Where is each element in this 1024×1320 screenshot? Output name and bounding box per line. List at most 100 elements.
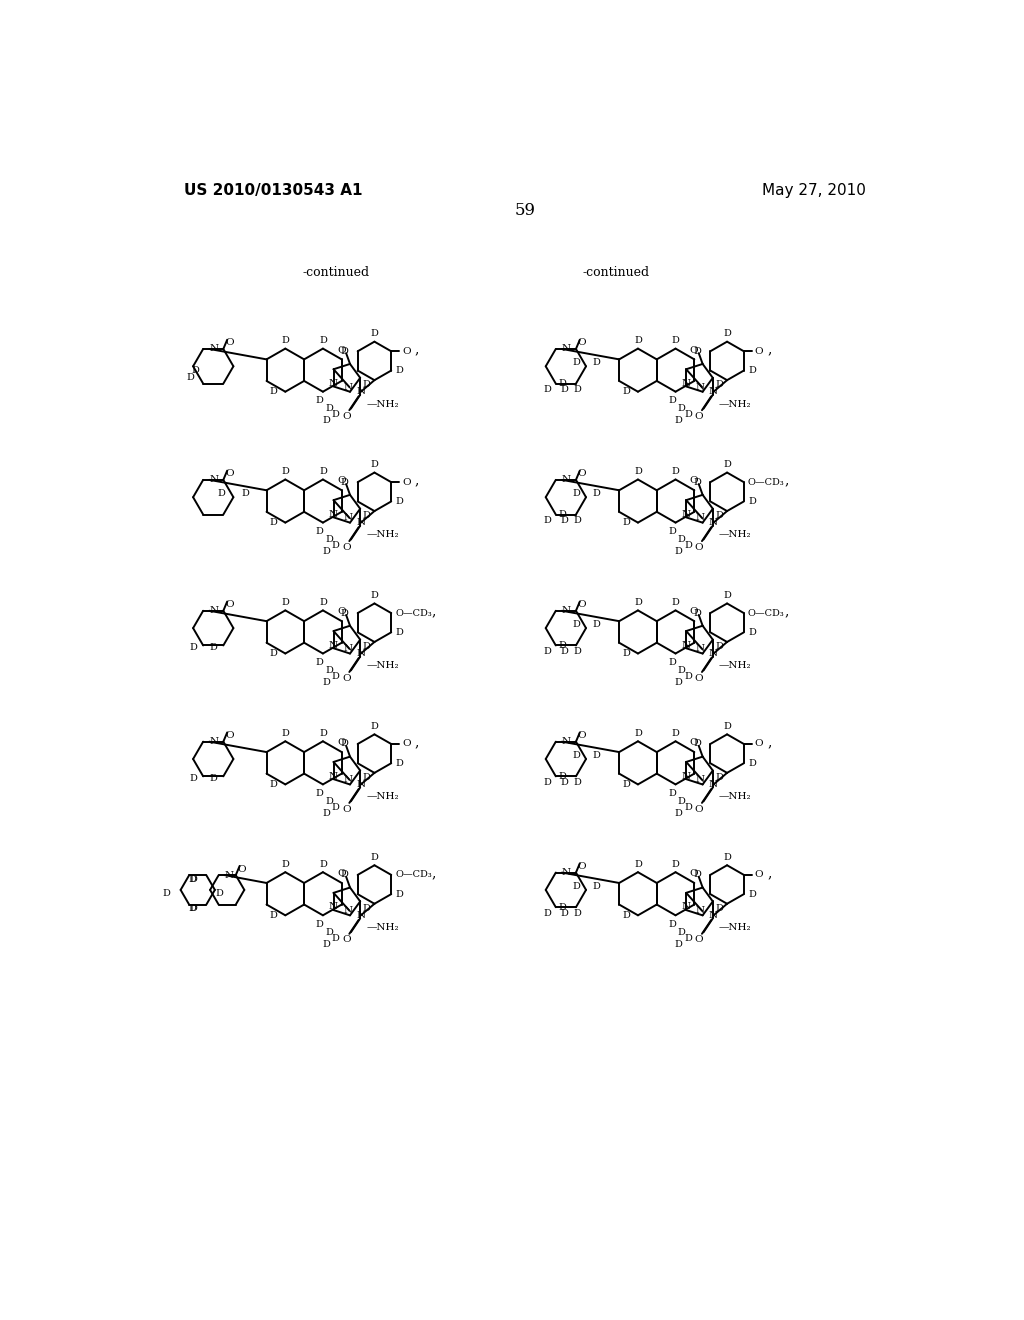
Text: D: D — [323, 417, 330, 425]
Text: N: N — [356, 780, 366, 789]
Text: N: N — [356, 519, 366, 527]
Text: D: D — [716, 642, 723, 651]
Text: D: D — [326, 928, 333, 937]
Text: O: O — [690, 477, 698, 486]
Text: ,: , — [784, 474, 788, 487]
Text: D: D — [318, 337, 327, 346]
Text: —NH₂: —NH₂ — [367, 661, 399, 671]
Text: D: D — [341, 870, 348, 879]
Text: D: D — [371, 330, 379, 338]
Text: N: N — [709, 649, 718, 659]
Text: D: D — [318, 729, 327, 738]
Text: D: D — [672, 337, 680, 346]
Text: D: D — [693, 870, 701, 879]
Text: D: D — [693, 609, 701, 618]
Text: —NH₂: —NH₂ — [719, 400, 752, 408]
Text: D: D — [559, 379, 566, 388]
Text: N: N — [682, 640, 691, 649]
Text: N: N — [562, 869, 571, 876]
Text: N: N — [329, 903, 338, 912]
Text: D: D — [282, 598, 289, 607]
Text: N: N — [343, 775, 352, 784]
Text: D: D — [623, 387, 630, 396]
Text: N: N — [356, 649, 366, 659]
Text: D: D — [592, 882, 600, 891]
Text: —NH₂: —NH₂ — [367, 531, 399, 540]
Text: —NH₂: —NH₂ — [719, 661, 752, 671]
Text: D: D — [634, 729, 642, 738]
Text: O: O — [225, 601, 233, 609]
Text: N: N — [329, 640, 338, 649]
Text: O: O — [337, 869, 346, 878]
Text: D: D — [216, 890, 223, 898]
Text: D: D — [723, 461, 731, 470]
Text: D: D — [749, 759, 757, 768]
Text: ,: , — [415, 735, 419, 750]
Text: 59: 59 — [514, 202, 536, 219]
Text: N: N — [696, 383, 705, 392]
Text: D: D — [323, 678, 330, 688]
Text: N: N — [709, 387, 718, 396]
Text: D: D — [362, 380, 371, 389]
Text: N: N — [562, 606, 571, 615]
Text: N: N — [682, 772, 691, 780]
Text: D: D — [209, 774, 217, 783]
Text: D: D — [572, 620, 580, 628]
Text: D: D — [326, 797, 333, 805]
Text: D: D — [684, 672, 692, 681]
Text: D: D — [634, 337, 642, 346]
Text: D: D — [623, 519, 630, 527]
Text: D: D — [672, 861, 680, 869]
Text: D: D — [315, 396, 324, 405]
Text: D: D — [362, 904, 371, 913]
Text: O: O — [694, 412, 703, 421]
Text: O: O — [402, 739, 411, 748]
Text: O: O — [337, 477, 346, 486]
Text: D: D — [573, 777, 582, 787]
Text: N: N — [209, 475, 218, 484]
Text: D: D — [362, 642, 371, 651]
Text: D: D — [723, 591, 731, 601]
Text: D: D — [749, 366, 757, 375]
Text: —NH₂: —NH₂ — [719, 792, 752, 801]
Text: ,: , — [767, 866, 771, 880]
Text: D: D — [371, 853, 379, 862]
Text: D: D — [684, 411, 692, 420]
Text: -continued: -continued — [583, 265, 650, 279]
Text: D: D — [723, 853, 731, 862]
Text: D: D — [269, 649, 278, 657]
Text: O: O — [578, 731, 587, 741]
Text: D: D — [573, 909, 582, 917]
Text: D: D — [693, 347, 701, 356]
Text: N: N — [209, 606, 218, 615]
Text: D: D — [332, 411, 339, 420]
Text: D: D — [396, 628, 403, 636]
Text: D: D — [560, 777, 568, 787]
Text: D: D — [191, 366, 200, 375]
Text: D: D — [716, 511, 723, 520]
Text: D: D — [716, 774, 723, 781]
Text: D: D — [592, 620, 600, 628]
Text: O: O — [694, 673, 703, 682]
Text: D: D — [678, 928, 686, 937]
Text: D: D — [362, 511, 371, 520]
Text: D: D — [218, 488, 225, 498]
Text: —NH₂: —NH₂ — [367, 923, 399, 932]
Text: D: D — [323, 809, 330, 818]
Text: D: D — [544, 647, 551, 656]
Text: D: D — [315, 659, 324, 667]
Text: O: O — [690, 346, 698, 355]
Text: D: D — [560, 385, 568, 395]
Text: D: D — [282, 729, 289, 738]
Text: D: D — [326, 667, 333, 675]
Text: O: O — [225, 731, 233, 741]
Text: D: D — [560, 647, 568, 656]
Text: D: D — [572, 751, 580, 759]
Text: —NH₂: —NH₂ — [367, 400, 399, 408]
Text: D: D — [669, 789, 677, 799]
Text: O: O — [578, 601, 587, 609]
Text: D: D — [560, 909, 568, 917]
Text: D: D — [396, 890, 403, 899]
Text: D: D — [559, 903, 566, 912]
Text: D: D — [573, 647, 582, 656]
